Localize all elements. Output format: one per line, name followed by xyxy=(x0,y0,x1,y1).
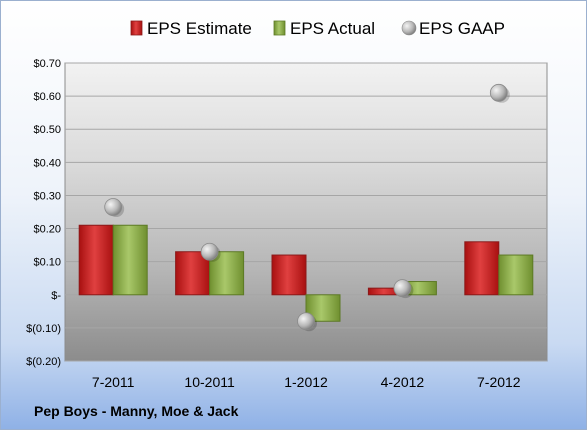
gaap-marker xyxy=(393,279,412,298)
x-tick-label: 1-2012 xyxy=(284,374,328,390)
x-tick-label: 7-2011 xyxy=(92,374,135,390)
x-tick-label: 4-2012 xyxy=(381,374,425,390)
estimate-bar xyxy=(464,241,500,296)
y-tick-label: $(0.10) xyxy=(26,323,61,335)
legend-label: EPS Actual xyxy=(290,19,375,38)
gaap-marker xyxy=(297,312,315,331)
legend-label: EPS Estimate xyxy=(147,19,252,38)
y-tick-label: $0.70 xyxy=(33,58,61,70)
x-tick-label: 10-2011 xyxy=(184,374,235,390)
y-tick-label: $0.60 xyxy=(33,91,61,103)
actual-bar xyxy=(112,224,148,296)
legend-swatch xyxy=(401,20,417,36)
y-tick-label: $(0.20) xyxy=(26,356,61,368)
gaap-marker xyxy=(104,198,123,216)
estimate-bar xyxy=(175,251,211,296)
x-tick-label: 7-2012 xyxy=(477,374,521,390)
estimate-bar xyxy=(78,224,114,296)
gaap-marker xyxy=(489,83,508,102)
y-tick-label: $- xyxy=(51,290,61,302)
gaap-marker xyxy=(200,242,219,261)
y-tick-label: $0.50 xyxy=(33,124,61,136)
actual-bar xyxy=(498,254,534,296)
legend-label: EPS GAAP xyxy=(419,19,505,38)
actual-bar xyxy=(209,251,245,296)
legend-swatch xyxy=(273,20,286,36)
y-tick-label: $0.20 xyxy=(33,224,61,236)
legend-swatch xyxy=(130,20,143,36)
y-tick-label: $0.30 xyxy=(33,190,61,202)
y-tick-label: $0.10 xyxy=(33,257,61,269)
y-tick-label: $0.40 xyxy=(33,157,61,169)
company-label: Pep Boys - Manny, Moe & Jack xyxy=(34,403,239,419)
estimate-bar xyxy=(271,254,307,296)
